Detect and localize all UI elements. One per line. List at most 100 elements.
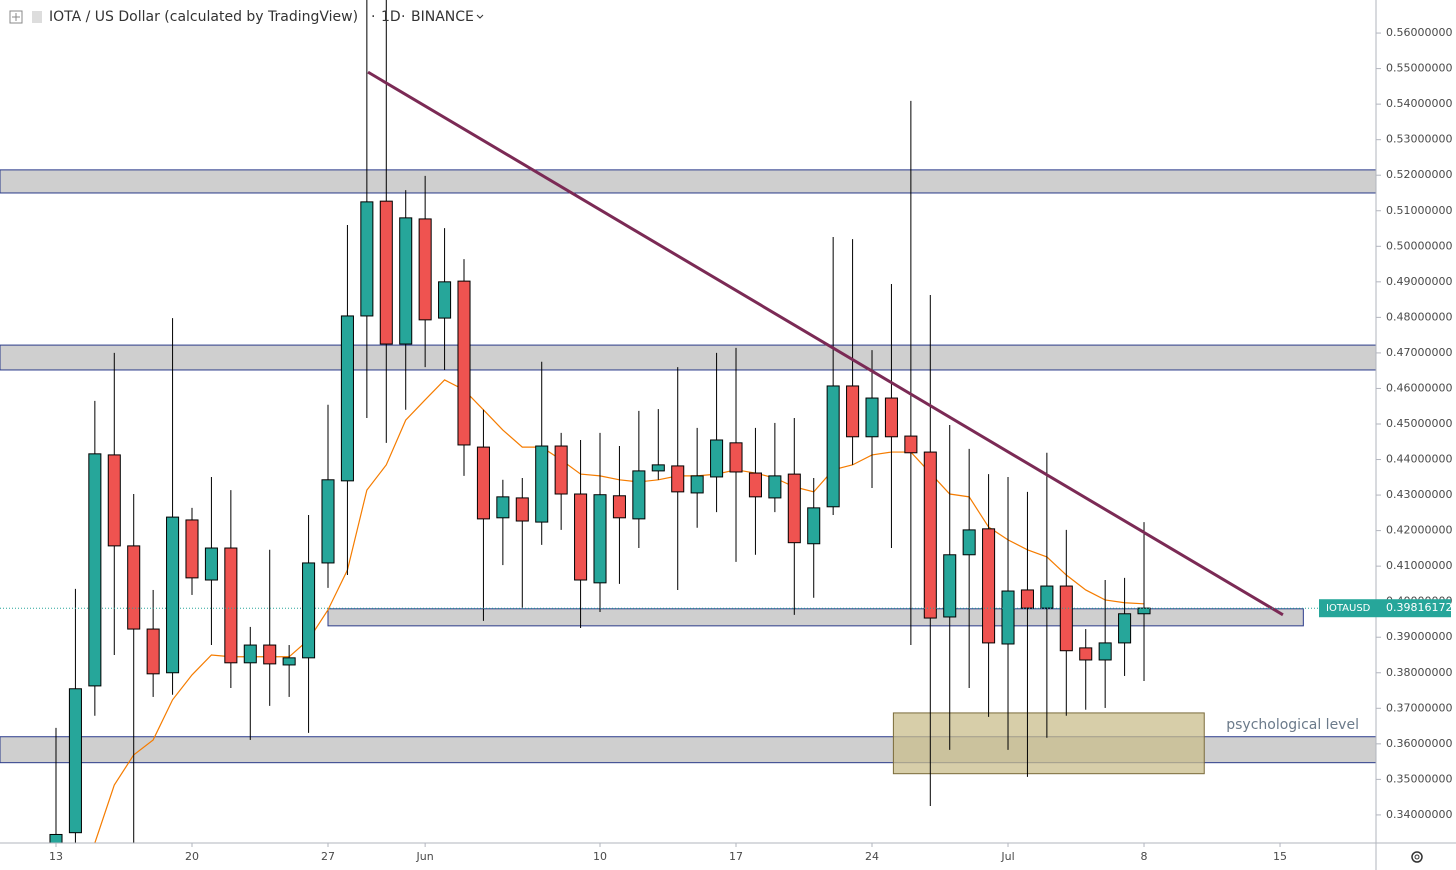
y-tick-label: 0.54000000 bbox=[1386, 97, 1452, 110]
candle-body bbox=[729, 442, 743, 473]
chart-title: IOTA / US Dollar (calculated by TradingV… bbox=[49, 9, 358, 25]
candle-body bbox=[360, 201, 374, 317]
candle-body bbox=[535, 445, 549, 523]
y-tick-label: 0.34000000 bbox=[1386, 808, 1452, 821]
settings-icon[interactable] bbox=[1411, 851, 1423, 863]
candle-body bbox=[166, 516, 180, 674]
candle-body bbox=[865, 397, 879, 438]
candle-body bbox=[710, 439, 724, 478]
gear-hub bbox=[1414, 854, 1420, 860]
x-tick-label: 8 bbox=[1141, 850, 1148, 863]
candle-body bbox=[962, 529, 976, 556]
candle-body bbox=[321, 479, 335, 564]
y-tick-label: 0.44000000 bbox=[1386, 453, 1452, 466]
zone bbox=[892, 712, 1205, 775]
candle-body bbox=[632, 470, 646, 520]
candle-body bbox=[690, 475, 704, 494]
candle-body bbox=[127, 545, 141, 630]
candle-body bbox=[263, 644, 277, 665]
candle-body bbox=[457, 280, 471, 446]
candle-body bbox=[224, 547, 238, 664]
x-tick-label: 15 bbox=[1273, 850, 1287, 863]
candle-body bbox=[302, 562, 316, 659]
candle-body bbox=[768, 475, 782, 499]
candle-body bbox=[574, 493, 588, 581]
candle-body bbox=[1001, 590, 1015, 645]
x-tick-label: Jun bbox=[416, 850, 434, 863]
candle-body bbox=[496, 496, 510, 519]
y-tick-label: 0.48000000 bbox=[1386, 310, 1452, 323]
x-tick-label: 10 bbox=[593, 850, 607, 863]
candle-body bbox=[1079, 647, 1093, 661]
candle-body bbox=[1137, 607, 1151, 615]
candle-body bbox=[1059, 585, 1073, 652]
candle-body bbox=[49, 833, 63, 843]
candle-body bbox=[476, 446, 490, 520]
y-tick-label: 0.49000000 bbox=[1386, 275, 1452, 288]
x-tick-label: 13 bbox=[49, 850, 63, 863]
y-tick-label: 0.35000000 bbox=[1386, 772, 1452, 785]
marks bbox=[0, 0, 1376, 843]
candle-body bbox=[943, 554, 957, 618]
trendline bbox=[367, 70, 1284, 617]
y-tick-label: 0.50000000 bbox=[1386, 239, 1452, 252]
y-tick-label: 0.53000000 bbox=[1386, 133, 1452, 146]
y-tick-label: 0.37000000 bbox=[1386, 701, 1452, 714]
y-tick-label: 0.56000000 bbox=[1386, 26, 1452, 39]
y-tick-label: 0.43000000 bbox=[1386, 488, 1452, 501]
candle-body bbox=[846, 385, 860, 438]
last-price-label: 0.39816172 bbox=[1386, 601, 1452, 614]
candle-body bbox=[554, 445, 568, 495]
last-price-badge bbox=[1319, 599, 1451, 618]
candle-body bbox=[884, 397, 898, 438]
candle-body bbox=[826, 385, 840, 508]
y-tick-label: 0.47000000 bbox=[1386, 346, 1452, 359]
candle-body bbox=[438, 281, 452, 319]
candle-body bbox=[379, 200, 393, 345]
candle-body bbox=[243, 644, 257, 664]
zone bbox=[327, 608, 1304, 627]
y-tick-label: 0.55000000 bbox=[1386, 62, 1452, 75]
zone bbox=[0, 344, 1376, 371]
candle-body bbox=[340, 315, 354, 482]
candle-body bbox=[399, 217, 413, 345]
separator: · bbox=[371, 9, 375, 25]
gear bbox=[1411, 851, 1423, 863]
interval[interactable]: 1D bbox=[381, 9, 401, 25]
candle-body bbox=[282, 657, 296, 666]
candle-body bbox=[185, 519, 199, 579]
zones bbox=[0, 169, 1376, 775]
y-tick-label: 0.41000000 bbox=[1386, 559, 1452, 572]
symbol-label: IOTAUSD bbox=[1326, 603, 1371, 614]
candle-body bbox=[807, 507, 821, 545]
candle-body bbox=[68, 688, 82, 834]
candle-body bbox=[593, 494, 607, 584]
candle-body bbox=[748, 472, 762, 498]
y-tick-label: 0.42000000 bbox=[1386, 524, 1452, 537]
exchange[interactable]: BINANCE bbox=[411, 9, 474, 25]
y-tick-label: 0.46000000 bbox=[1386, 381, 1452, 394]
candle-body bbox=[651, 464, 665, 472]
x-tick-label: 20 bbox=[185, 850, 199, 863]
candle-body bbox=[515, 497, 529, 522]
candle-body bbox=[418, 218, 432, 321]
candle-body bbox=[1118, 613, 1132, 644]
y-tick-label: 0.38000000 bbox=[1386, 666, 1452, 679]
candle-body bbox=[88, 453, 102, 687]
zone-label: psychological level bbox=[1226, 717, 1359, 733]
y-tick-label: 0.45000000 bbox=[1386, 417, 1452, 430]
candle-body bbox=[904, 435, 918, 454]
axes: psychological level 0.34000000 0.35000000 0… bbox=[49, 26, 1452, 863]
y-tick-label: 0.52000000 bbox=[1386, 168, 1452, 181]
candle-body bbox=[146, 628, 160, 675]
expand-icon[interactable] bbox=[9, 10, 23, 24]
dropdown-icon[interactable] bbox=[476, 14, 484, 19]
separator: · bbox=[401, 9, 405, 25]
x-tick-label: Jul bbox=[1000, 850, 1014, 863]
candle-body bbox=[107, 454, 121, 547]
y-tick-label: 0.36000000 bbox=[1386, 737, 1452, 750]
candle-body bbox=[982, 528, 996, 644]
x-tick-label: 24 bbox=[865, 850, 879, 863]
candle-body bbox=[1098, 642, 1112, 661]
